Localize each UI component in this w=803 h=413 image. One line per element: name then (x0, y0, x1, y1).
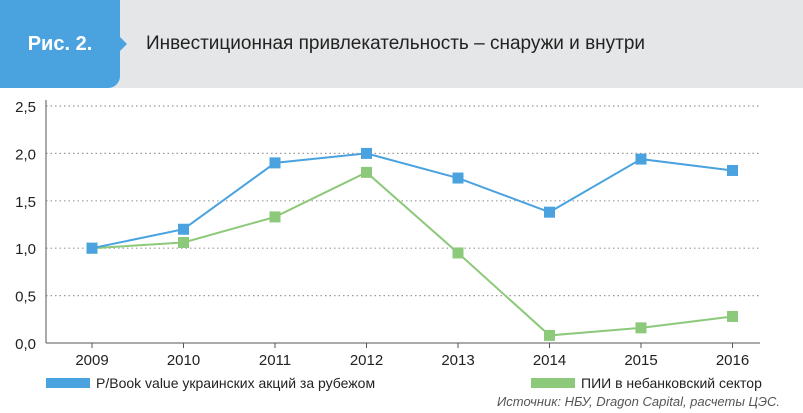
x-tick-label: 2009 (75, 352, 108, 368)
chart-gridlines (46, 105, 760, 297)
figure-badge: Рис. 2. (0, 0, 120, 88)
y-tick-label: 1,5 (15, 194, 36, 211)
data-point (269, 157, 281, 169)
data-point (86, 242, 98, 254)
x-tick-label: 2010 (167, 352, 200, 368)
data-point (635, 322, 647, 334)
x-tick-label: 2014 (533, 352, 566, 368)
y-tick-label: 0,0 (15, 336, 36, 353)
chart-series (86, 147, 738, 341)
figure-title: Инвестиционная привлекательность – снару… (146, 33, 646, 54)
data-point (269, 211, 281, 223)
y-tick-label: 0,5 (15, 289, 36, 306)
x-tick-label: 2012 (350, 352, 383, 368)
x-tick-label: 2015 (624, 352, 657, 368)
line-chart: 0,00,51,01,52,02,5 2009 2010 2011 2012 2013 2… (15, 99, 760, 368)
source-note: Источник: НБУ, Dragon Capital, расчеты Ц… (497, 394, 780, 409)
legend-item-pbook: P/Book value украинских акций за рубежом (46, 374, 375, 392)
chart-x-axis: 2009 2010 2011 2012 2013 2014 2015 2016 (46, 342, 760, 368)
badge-arrow-icon (118, 35, 127, 53)
figure-header: Рис. 2. Инвестиционная привлекательность… (0, 0, 803, 88)
data-point (727, 310, 738, 322)
legend-item-fdi: ПИИ в небанковский сектор (531, 374, 762, 392)
data-point (544, 329, 555, 341)
x-tick-label: 2016 (716, 352, 749, 368)
data-point (361, 147, 372, 159)
legend-label-fdi: ПИИ в небанковский сектор (581, 375, 762, 391)
y-tick-label: 2,5 (15, 99, 36, 116)
figure-number: Рис. 2. (27, 33, 93, 55)
chart-y-axis: 0,0 0,5 1,0 1,5 2,0 2,5 (15, 99, 47, 353)
x-tick-label: 2013 (441, 352, 474, 368)
series-line (91, 171, 733, 337)
y-tick-label: 2,0 (15, 146, 36, 163)
data-point (452, 172, 464, 184)
legend-swatch-pbook (46, 378, 90, 388)
data-point (635, 153, 647, 165)
data-point (452, 247, 464, 259)
data-point (544, 206, 555, 218)
legend-label-pbook: P/Book value украинских акций за рубежом (96, 375, 376, 391)
data-point (727, 164, 738, 176)
x-tick-label: 2011 (259, 352, 291, 368)
legend-swatch-fdi (531, 378, 575, 388)
data-point (178, 237, 189, 249)
series-line (91, 152, 733, 250)
data-point (361, 166, 372, 178)
data-point (178, 223, 189, 235)
y-tick-label: 1,0 (15, 241, 36, 258)
